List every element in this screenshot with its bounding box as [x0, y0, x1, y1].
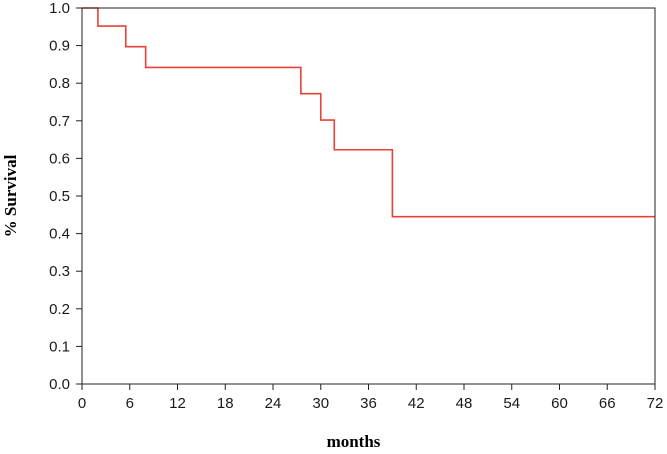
survival-curve — [82, 7, 655, 218]
x-tick-label: 60 — [551, 395, 568, 412]
y-tick-label: 0.2 — [49, 301, 70, 318]
x-tick-label: 36 — [360, 395, 377, 412]
y-tick-label: 0.1 — [49, 338, 70, 355]
x-tick-label: 54 — [503, 395, 520, 412]
x-tick-label: 66 — [599, 395, 616, 412]
y-tick-label: 0.5 — [49, 188, 70, 205]
x-tick-label: 48 — [456, 395, 473, 412]
y-tick-label: 0.7 — [49, 113, 70, 130]
y-axis-ticks: 0.0 0.1 0.2 0.3 0.4 0.5 0.6 0.7 0.8 0.9 1.0 — [49, 0, 82, 393]
x-axis-ticks: 0 6 12 18 24 30 36 42 48 54 60 66 72 — [78, 384, 664, 412]
x-tick-label: 12 — [169, 395, 186, 412]
x-axis-title: months — [327, 432, 381, 451]
y-tick-label: 0.8 — [49, 75, 70, 92]
x-tick-label: 0 — [78, 395, 86, 412]
y-tick-label: 0.0 — [49, 376, 70, 393]
y-tick-label: 0.6 — [49, 150, 70, 167]
x-tick-label: 30 — [312, 395, 329, 412]
plot-frame — [81, 7, 656, 385]
y-tick-label: 1.0 — [49, 0, 70, 17]
y-tick-label: 0.3 — [49, 263, 70, 280]
x-tick-label: 72 — [647, 395, 664, 412]
x-tick-label: 42 — [408, 395, 425, 412]
x-tick-label: 6 — [126, 395, 134, 412]
y-tick-label: 0.9 — [49, 38, 70, 55]
y-tick-label: 0.4 — [49, 226, 70, 243]
y-axis-title: % Survival — [1, 154, 20, 237]
x-tick-label: 24 — [265, 395, 282, 412]
x-tick-label: 18 — [217, 395, 234, 412]
